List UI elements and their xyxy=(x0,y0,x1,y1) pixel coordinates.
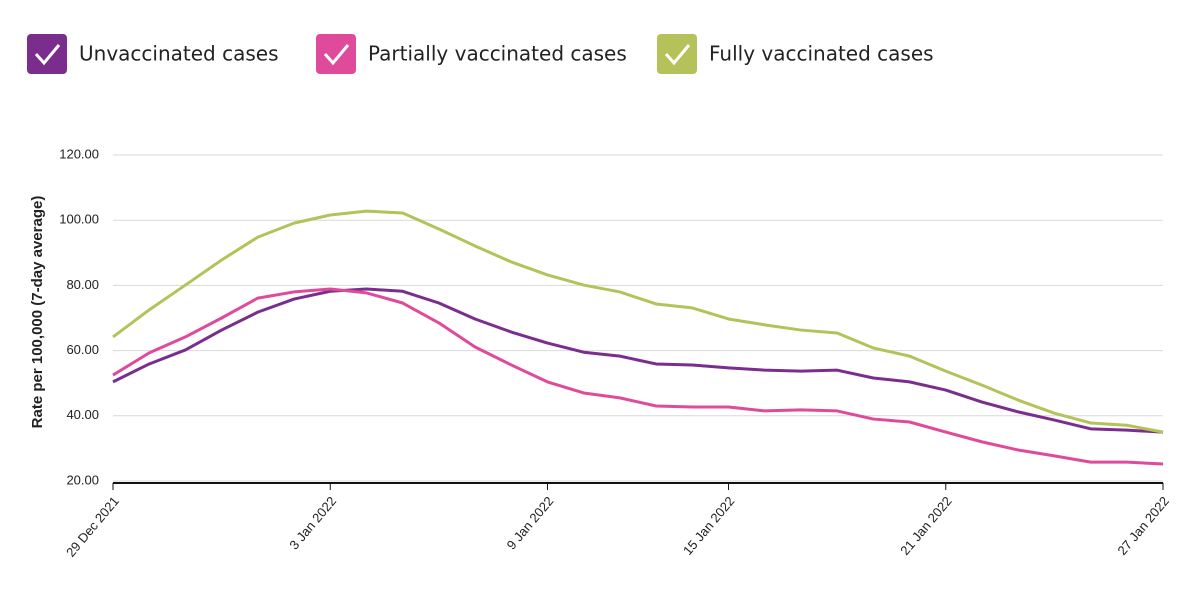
legend-check xyxy=(34,44,61,66)
legend-check xyxy=(664,44,691,66)
x-tick-label: 9 Jan 2022 xyxy=(504,493,557,552)
legend-item[interactable]: Partially vaccinated cases xyxy=(316,34,627,74)
y-tick-label: 80.00 xyxy=(66,277,99,292)
x-tick-label: 21 Jan 2022 xyxy=(897,493,955,557)
legend-label: Fully vaccinated cases xyxy=(709,42,934,66)
legend-check xyxy=(323,44,350,66)
y-axis-label: Rate per 100,000 (7-day average) xyxy=(29,196,46,429)
y-tick-label: 100.00 xyxy=(59,212,99,227)
x-tick-label: 27 Jan 2022 xyxy=(1114,493,1172,557)
x-tick-label: 29 Dec 2021 xyxy=(63,493,122,559)
legend-swatch xyxy=(657,34,697,74)
legend-label: Partially vaccinated cases xyxy=(368,42,627,66)
legend-label: Unvaccinated cases xyxy=(79,42,278,66)
y-tick-label: 20.00 xyxy=(66,472,99,487)
series-line xyxy=(112,287,1164,466)
legend-swatch xyxy=(316,34,356,74)
series-line xyxy=(112,209,1164,434)
y-tick-label: 60.00 xyxy=(66,342,99,357)
legend-swatch xyxy=(27,34,67,74)
x-tick-label: 15 Jan 2022 xyxy=(680,493,738,557)
y-tick-label: 40.00 xyxy=(66,407,99,422)
x-tick-label: 3 Jan 2022 xyxy=(286,493,339,552)
legend-item[interactable]: Fully vaccinated cases xyxy=(657,34,934,74)
series-line xyxy=(112,287,1164,434)
legend-item[interactable]: Unvaccinated cases xyxy=(27,34,278,74)
y-tick-label: 120.00 xyxy=(59,146,99,161)
